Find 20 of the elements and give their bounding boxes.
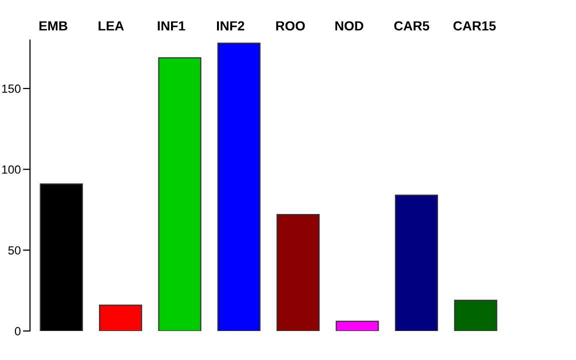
x-tick-label: INF1 <box>158 21 186 30</box>
bar <box>394 194 438 331</box>
x-tick-label: EMB <box>39 21 68 30</box>
x-tick-label: ROO <box>276 21 305 31</box>
x-tick-label: CAR15 <box>453 21 496 31</box>
bar <box>98 304 142 331</box>
y-tick-label: 150 <box>2 84 21 93</box>
y-tick-label: 0 <box>14 327 21 336</box>
bar <box>217 42 260 331</box>
bar <box>40 183 83 331</box>
bar <box>454 300 498 331</box>
x-tick-label: CAR5 <box>394 21 430 31</box>
x-tick-label: NOD <box>335 21 364 31</box>
x-tick-label: INF2 <box>217 21 244 30</box>
bar <box>158 57 202 331</box>
y-tick-label: 100 <box>2 165 21 174</box>
y-tick-label: 50 <box>8 246 21 255</box>
x-tick-label: LEA <box>98 21 124 30</box>
bar <box>276 214 320 331</box>
bar <box>336 320 379 331</box>
